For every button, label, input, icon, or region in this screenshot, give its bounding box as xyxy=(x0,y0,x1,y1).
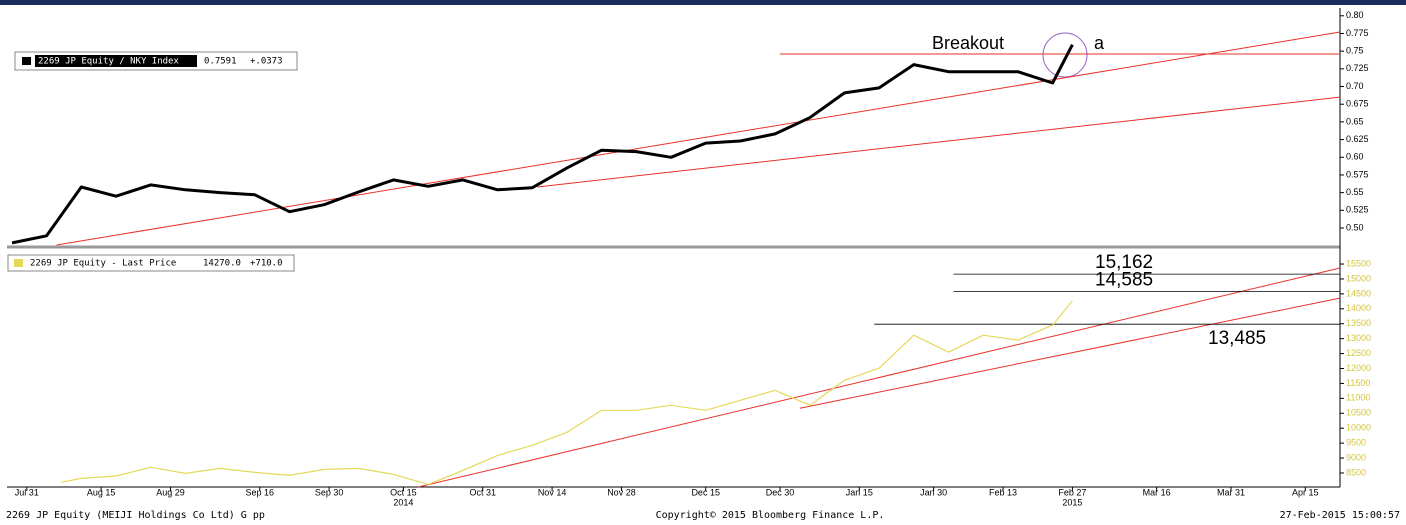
y-tick-label: 14500 xyxy=(1346,288,1371,298)
y-tick-label: 10000 xyxy=(1346,423,1371,433)
x-tick-label: Nov 28 xyxy=(607,487,636,497)
breakout-circle xyxy=(1042,32,1088,78)
x-tick-label: Oct 15 xyxy=(390,487,417,497)
y-tick-label: 0.525 xyxy=(1346,205,1369,215)
y-tick-label: 11500 xyxy=(1346,378,1370,388)
x-tick-label: Dec 30 xyxy=(766,487,795,497)
x-tick-label: Mar 16 xyxy=(1143,487,1171,497)
footer-center: Copyright© 2015 Bloomberg Finance L.P. xyxy=(656,510,885,521)
legend-box xyxy=(7,254,295,272)
x-tick-label: Aug 29 xyxy=(156,487,185,497)
y-tick-label: 0.675 xyxy=(1346,99,1369,109)
y-tick-label: 9000 xyxy=(1346,452,1366,462)
series-line xyxy=(61,300,1073,485)
x-tick-label: Apr 15 xyxy=(1292,487,1319,497)
legend-change: +710.0 xyxy=(250,259,283,269)
y-tick-label: 11000 xyxy=(1346,393,1370,403)
x-year-label: 2015 xyxy=(1062,497,1082,507)
y-tick-label: 13000 xyxy=(1346,333,1371,343)
x-tick-label: Sep 30 xyxy=(315,487,344,497)
y-tick-label: 12000 xyxy=(1346,363,1371,373)
y-tick-label: 0.775 xyxy=(1346,28,1369,38)
y-tick-label: 0.70 xyxy=(1346,81,1364,91)
level-label: 14,585 xyxy=(1095,269,1153,290)
y-tick-label: 0.725 xyxy=(1346,63,1369,73)
annotation: Breakout xyxy=(932,33,1004,53)
x-year-label: 2014 xyxy=(393,497,413,507)
trendline xyxy=(799,297,1341,409)
y-tick-label: 0.65 xyxy=(1346,116,1364,126)
legend-last: 14270.0 xyxy=(203,259,241,269)
y-tick-label: 12500 xyxy=(1346,348,1371,358)
top-bar xyxy=(0,0,1406,5)
legend-label: 2269 JP Equity / NKY Index xyxy=(38,57,179,67)
legend-change: +.0373 xyxy=(250,57,283,67)
legend-highlight xyxy=(35,55,197,67)
y-tick-label: 0.50 xyxy=(1346,222,1364,232)
x-tick-label: Dec 15 xyxy=(691,487,720,497)
y-tick-label: 0.625 xyxy=(1346,134,1369,144)
x-tick-label: Jan 30 xyxy=(920,487,947,497)
x-tick-label: Jul 31 xyxy=(15,487,39,497)
trendline xyxy=(537,96,1341,188)
x-tick-label: Feb 27 xyxy=(1058,487,1086,497)
legend-last: 0.7591 xyxy=(204,57,237,67)
legend-swatch xyxy=(14,259,23,267)
annotation: a xyxy=(1094,33,1105,53)
y-tick-label: 0.575 xyxy=(1346,169,1369,179)
trendline xyxy=(418,267,1341,488)
x-tick-label: Aug 15 xyxy=(87,487,116,497)
trendline xyxy=(56,31,1341,246)
footer-left: 2269 JP Equity (MEIJI Holdings Co Ltd) G… xyxy=(6,510,265,521)
x-tick-label: Feb 13 xyxy=(989,487,1017,497)
footer-right: 27-Feb-2015 15:00:57 xyxy=(1280,510,1400,521)
y-tick-label: 13500 xyxy=(1346,318,1371,328)
x-tick-label: Jan 15 xyxy=(846,487,873,497)
y-tick-label: 8500 xyxy=(1346,467,1366,477)
legend-label: 2269 JP Equity - Last Price xyxy=(30,259,176,269)
y-tick-label: 0.60 xyxy=(1346,152,1364,162)
y-tick-label: 14000 xyxy=(1346,303,1371,313)
series-line xyxy=(11,44,1074,245)
y-tick-label: 15500 xyxy=(1346,258,1371,268)
legend-swatch xyxy=(22,57,31,65)
y-tick-label: 0.75 xyxy=(1346,46,1364,56)
y-tick-label: 10500 xyxy=(1346,408,1371,418)
x-tick-label: Mar 31 xyxy=(1217,487,1245,497)
y-tick-label: 15000 xyxy=(1346,273,1371,283)
level-label: 13,485 xyxy=(1208,328,1266,349)
x-tick-label: Oct 31 xyxy=(469,487,496,497)
x-tick-label: Nov 14 xyxy=(538,487,567,497)
x-tick-label: Sep 16 xyxy=(245,487,274,497)
level-label: 15,162 xyxy=(1095,252,1153,273)
y-tick-label: 0.55 xyxy=(1346,187,1364,197)
y-tick-label: 9500 xyxy=(1346,437,1366,447)
y-tick-label: 0.80 xyxy=(1346,10,1364,20)
